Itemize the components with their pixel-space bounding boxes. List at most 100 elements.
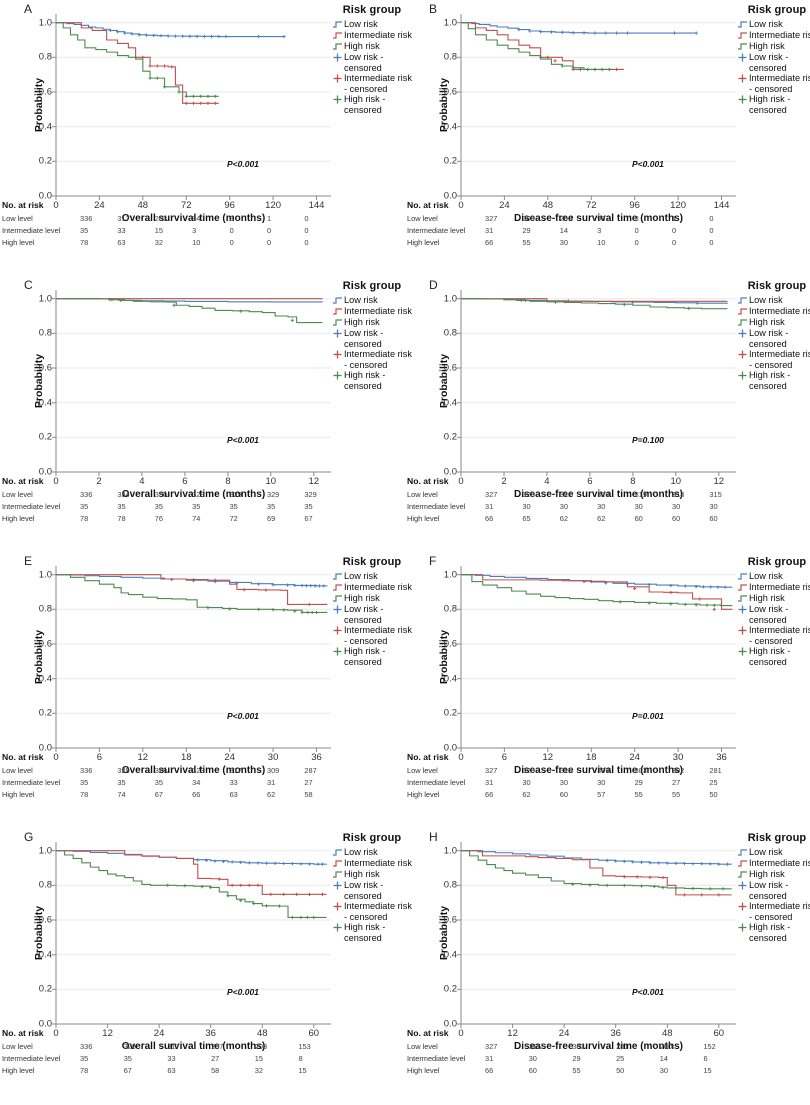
risk-row-label: Intermediate level (407, 1053, 466, 1063)
legend-item[interactable]: Intermediate risk - censored (332, 901, 412, 922)
legend-item[interactable]: Low risk (332, 19, 412, 30)
legend-item[interactable]: Intermediate risk (332, 858, 412, 869)
legend-line-icon (737, 858, 748, 869)
legend-plus-icon (737, 52, 748, 63)
table-row: High level 66 60 55 50 30 15 (405, 1064, 747, 1076)
legend-item[interactable]: Low risk - censored (737, 604, 810, 625)
legend-plus-icon (332, 901, 343, 912)
y-tick-label: 1.0 (38, 17, 52, 29)
legend-item[interactable]: Low risk (332, 571, 412, 582)
legend-item[interactable]: Low risk - censored (332, 328, 412, 349)
risk-count-cell: 55 (634, 789, 643, 799)
risk-count-cell: 10 (597, 237, 606, 247)
risk-row-label: Intermediate level (407, 225, 466, 235)
risk-count-cell: 35 (304, 501, 313, 511)
legend-item[interactable]: High risk - censored (737, 646, 810, 667)
legend-item[interactable]: Low risk - censored (737, 880, 810, 901)
legend-item[interactable]: High risk (737, 869, 810, 880)
risk-count-cell: 8 (298, 1053, 303, 1063)
risk-count-cell: 319 (634, 489, 647, 499)
panel-label-c: C (24, 278, 33, 292)
legend-item[interactable]: Low risk (737, 571, 810, 582)
x-tick-label: 0 (458, 752, 464, 763)
legend: Risk group Low risk Intermediate risk Hi… (332, 832, 412, 943)
legend-plus-icon (737, 328, 748, 339)
risk-row-label: High level (407, 1065, 440, 1075)
legend-item[interactable]: High risk - censored (332, 646, 412, 667)
legend-item[interactable]: Low risk - censored (737, 328, 810, 349)
legend-item[interactable]: Intermediate risk - censored (737, 901, 810, 922)
legend-item[interactable]: Intermediate risk - censored (332, 625, 412, 646)
legend-item[interactable]: High risk - censored (737, 94, 810, 115)
legend-item[interactable]: Intermediate risk (737, 582, 810, 593)
y-tick-label: 0.6 (38, 86, 52, 98)
table-row: High level 78 78 76 74 72 69 67 (0, 512, 342, 524)
risk-count-cell: 203 (254, 1041, 268, 1051)
risk-count-cell: 66 (485, 237, 494, 247)
legend-item[interactable]: Low risk - censored (737, 52, 810, 73)
legend-item[interactable]: Low risk (332, 847, 412, 858)
risk-row-label: Intermediate level (2, 1053, 61, 1063)
legend-item[interactable]: High risk (332, 41, 412, 52)
x-tick-label: 144 (308, 200, 325, 211)
legend-item[interactable]: High risk (332, 869, 412, 880)
legend-item[interactable]: Intermediate risk (332, 582, 412, 593)
x-axis-label: Overall survival time (months) (121, 765, 266, 776)
legend-item[interactable]: Low risk - censored (332, 52, 412, 73)
legend-item[interactable]: Intermediate risk (737, 306, 810, 317)
legend-item[interactable]: Intermediate risk - censored (332, 349, 412, 370)
y-tick-label: 0.4 (38, 121, 52, 133)
x-tick-label: 48 (662, 1028, 673, 1039)
legend-item[interactable]: Intermediate risk - censored (737, 349, 810, 370)
legend-item[interactable]: High risk (737, 317, 810, 328)
legend-item[interactable]: Low risk - censored (332, 880, 412, 901)
x-tick-label: 30 (267, 752, 279, 763)
legend-item[interactable]: Low risk (737, 847, 810, 858)
risk-count-cell: 93 (597, 213, 606, 223)
risk-count-cell: 35 (117, 501, 126, 511)
legend-item[interactable]: Intermediate risk (737, 858, 810, 869)
legend-item[interactable]: High risk - censored (737, 922, 810, 943)
legend-item[interactable]: Intermediate risk (332, 306, 412, 317)
legend-item-label: Intermediate risk (344, 858, 412, 868)
legend-item[interactable]: Low risk (737, 295, 810, 306)
legend-item[interactable]: Intermediate risk - censored (737, 625, 810, 646)
x-tick-label: 0 (53, 476, 59, 487)
y-tick-label: 1.0 (443, 569, 457, 581)
legend-line-icon (332, 593, 343, 604)
legend-item-label: Low risk (344, 571, 378, 581)
legend-item[interactable]: High risk - censored (332, 370, 412, 391)
legend-item[interactable]: Intermediate risk - censored (332, 73, 412, 94)
legend-item[interactable]: Intermediate risk (737, 30, 810, 41)
risk-count-cell: 66 (485, 513, 494, 523)
legend-item[interactable]: Low risk (332, 295, 412, 306)
legend-line-icon (332, 30, 343, 41)
legend-title: Risk group (342, 4, 402, 16)
risk-count-cell: 29 (572, 1053, 581, 1063)
risk-table-title: No. at risk (2, 476, 44, 486)
legend-item[interactable]: Intermediate risk - censored (737, 73, 810, 94)
x-tick-label: 2 (501, 476, 507, 487)
legend-plus-icon (737, 604, 748, 615)
legend-item[interactable]: High risk - censored (332, 94, 412, 115)
legend-item[interactable]: High risk (737, 593, 810, 604)
legend-item[interactable]: Low risk (737, 19, 810, 30)
legend-item[interactable]: High risk - censored (737, 370, 810, 391)
risk-row-label: Low level (407, 765, 438, 775)
risk-count-cell: 35 (154, 777, 164, 787)
panel-h: H Probability 0.0 0.2 0.4 0.6 0.8 1.0 0 12 24 36… (405, 828, 810, 1104)
risk-row-label: High level (2, 237, 35, 247)
risk-count-cell: 35 (123, 1053, 132, 1063)
legend: Risk group Low risk Intermediate risk Hi… (737, 832, 810, 943)
legend-item[interactable]: High risk - censored (332, 922, 412, 943)
legend-item[interactable]: High risk (332, 317, 412, 328)
risk-count-cell: 31 (485, 777, 494, 787)
legend-line-icon (332, 41, 343, 52)
risk-count-cell: 327 (485, 489, 498, 499)
legend-item[interactable]: High risk (332, 593, 412, 604)
legend-item[interactable]: Intermediate risk (332, 30, 412, 41)
legend-item[interactable]: Low risk - censored (332, 604, 412, 625)
legend-item[interactable]: High risk (737, 41, 810, 52)
x-tick-label: 96 (224, 200, 235, 211)
